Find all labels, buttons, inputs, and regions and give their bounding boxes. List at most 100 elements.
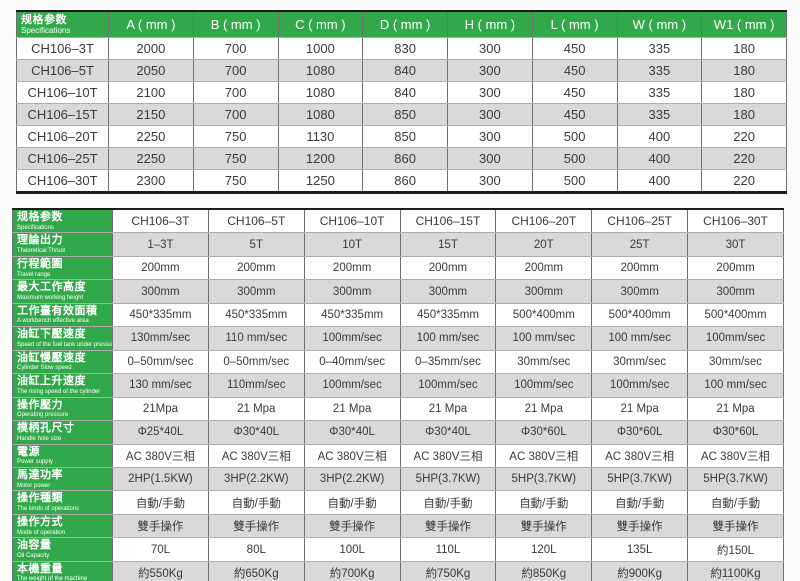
table-cell: 約700Kg: [303, 560, 401, 581]
table-cell: 450*335mm: [112, 302, 209, 328]
row-label-zh: 模柄孔尺寸: [17, 422, 75, 435]
table-row: 操作壓力 Operating pressure 21Mpa 21 Mpa 21 Mpa 2…: [12, 396, 784, 422]
table-cell: 450*335mm: [303, 302, 401, 328]
dimensions-table: 规格参数 Specifications A ( mm ) B ( mm ) C ( …: [16, 10, 787, 194]
table-row: 油缸慢壓速度 Cylinder Slow speed 0–50mm/sec 0–50m…: [12, 349, 784, 375]
table-row: CH106–10T 2100 700 1080 840 300 450 335 180: [16, 81, 787, 104]
table-cell: 30mm/sec: [591, 349, 689, 375]
table-row: 工作臺有效面積 A workbench effective area 450*335…: [12, 302, 784, 328]
table-cell: 2000: [108, 37, 194, 60]
table-cell: 70L: [112, 537, 209, 562]
table-cell: Φ25*40L: [112, 420, 209, 445]
model-name-cell: CH106–5T: [16, 59, 109, 82]
specifications-header-cell: 规格参数 Specifications: [12, 208, 113, 234]
model-name-cell: CH106–3T: [16, 37, 109, 60]
table-row: CH106–25T 2250 750 1200 860 300 500 400 220: [16, 147, 787, 170]
table-cell: 1080: [277, 59, 364, 82]
column-header: C ( mm ): [277, 10, 364, 38]
model-name-cell: CH106–10T: [16, 81, 109, 104]
table-cell: 300mm: [591, 279, 689, 304]
table-cell: 200mm: [207, 255, 305, 281]
table-cell: 700: [192, 59, 279, 82]
column-header: D ( mm ): [362, 10, 448, 38]
dimensions-table-body: CH106–3T 2000 700 1000 830 300 450 335 180 CH106–…: [16, 37, 787, 193]
table-cell: 860: [362, 169, 448, 193]
table-cell: 約550Kg: [112, 560, 209, 581]
table-cell: 1250: [277, 169, 364, 193]
row-label-zh: 操作種類: [17, 492, 63, 505]
table-cell: 自動/手動: [687, 490, 784, 515]
table-cell: 450: [531, 81, 618, 104]
table-cell: 30mm/sec: [687, 349, 784, 375]
table-cell: 450: [531, 103, 618, 126]
table-cell: 1130: [277, 125, 364, 148]
table-cell: 30T: [687, 232, 784, 257]
table-cell: 100mm/sec: [303, 326, 401, 351]
table-cell: 100 mm/sec: [399, 326, 497, 351]
table-cell: 100 mm/sec: [495, 326, 593, 351]
table-cell: 135L: [591, 537, 689, 562]
model-column-header: CH106–25T: [591, 208, 689, 234]
table-cell: 450: [531, 59, 618, 82]
table-cell: 3HP(2.2KW): [303, 466, 401, 492]
table-row: 油容量 Oil Capacity 70L 80L 100L 110L 120L 135L 約15…: [12, 537, 784, 562]
table-cell: 300: [447, 103, 533, 126]
table-cell: 自動/手動: [399, 490, 497, 515]
specifications-table: 规格参数 Specifications CH106–3T CH106–5T CH10…: [12, 208, 784, 581]
table-cell: 5HP(3.7KW): [591, 466, 689, 492]
table-cell: AC 380V三相: [207, 443, 305, 468]
table-cell: 雙手操作: [112, 513, 209, 539]
table-cell: 500: [531, 147, 618, 170]
table-cell: 180: [701, 37, 787, 60]
table-cell: 750: [192, 147, 279, 170]
row-label-cell: 油缸上升速度 The rising speed of the cylinder: [12, 373, 113, 398]
table-cell: 1000: [277, 37, 364, 60]
table-cell: 25T: [591, 232, 689, 257]
table-row: CH106–15T 2150 700 1080 850 300 450 335 180: [16, 103, 787, 126]
table-cell: 300mm: [207, 279, 305, 304]
table-cell: 300: [447, 125, 533, 148]
row-label-en: Motor power: [17, 481, 51, 489]
table-cell: 約650Kg: [207, 560, 305, 581]
table-cell: 700: [192, 103, 279, 126]
model-column-header: CH106–5T: [207, 208, 305, 234]
table-cell: 自動/手動: [207, 490, 305, 515]
model-name-cell: CH106–15T: [16, 103, 109, 126]
table-cell: 21 Mpa: [303, 396, 401, 422]
table-cell: 700: [192, 37, 279, 60]
table-cell: 100mm/sec: [399, 373, 497, 398]
table-cell: 500: [531, 169, 618, 193]
table-cell: 450: [531, 37, 618, 60]
model-column-header: CH106–15T: [399, 208, 497, 234]
table-row: CH106–3T 2000 700 1000 830 300 450 335 180: [16, 37, 787, 60]
table-cell: 180: [701, 103, 787, 126]
table-cell: 450*335mm: [207, 302, 305, 328]
table-cell: 335: [616, 81, 703, 104]
model-name-cell: CH106–20T: [16, 125, 109, 148]
table-cell: 850: [362, 103, 448, 126]
row-label-zh: 電源: [17, 445, 40, 458]
table-cell: 300: [447, 147, 533, 170]
row-label-cell: 工作臺有效面積 A workbench effective area: [12, 302, 113, 328]
table-cell: 200mm: [495, 255, 593, 281]
row-label-zh: 行程範圍: [17, 257, 63, 270]
table-row: 馬達功率 Motor power 2HP(1.5KW) 3HP(2.2KW) 3HP(2…: [12, 466, 784, 492]
table-cell: 860: [362, 147, 448, 170]
model-name-cell: CH106–25T: [16, 147, 109, 170]
table-cell: 約150L: [687, 537, 784, 562]
table-cell: 約750Kg: [399, 560, 497, 581]
table-cell: 自動/手動: [112, 490, 209, 515]
table-cell: 5HP(3.7KW): [687, 466, 784, 492]
row-label-cell: 模柄孔尺寸 Handle hole size: [12, 420, 113, 445]
table-cell: 130mm/sec: [112, 326, 209, 351]
table-cell: 21 Mpa: [207, 396, 305, 422]
table-cell: Φ30*60L: [687, 420, 784, 445]
table-cell: 110 mm/sec: [207, 326, 305, 351]
table-cell: AC 380V三相: [112, 443, 209, 468]
table-cell: 200mm: [399, 255, 497, 281]
column-header: B ( mm ): [192, 10, 279, 38]
row-label-zh: 本機重量: [17, 562, 63, 575]
table-cell: 約900Kg: [591, 560, 689, 581]
table-cell: 雙手操作: [591, 513, 689, 539]
